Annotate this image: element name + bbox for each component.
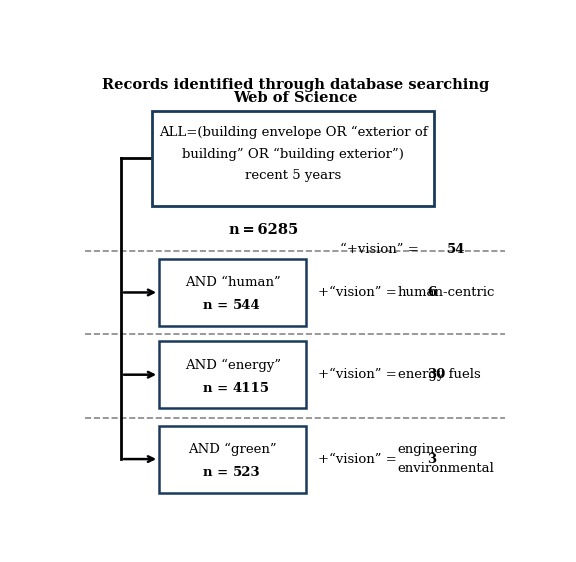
- Text: AND “green”: AND “green”: [188, 443, 277, 456]
- Text: Records identified through database searching: Records identified through database sear…: [101, 78, 489, 92]
- Text: +“vision” =: +“vision” =: [317, 452, 400, 465]
- Bar: [159, 259, 306, 326]
- Text: human-centric: human-centric: [398, 286, 495, 299]
- Text: 30: 30: [427, 368, 445, 381]
- Text: n =: n =: [203, 382, 233, 395]
- Text: Web of Science: Web of Science: [233, 91, 357, 105]
- Text: “+vision” =: “+vision” =: [340, 243, 423, 256]
- Text: n =: n =: [203, 466, 233, 479]
- Text: ALL=(building envelope OR “exterior of: ALL=(building envelope OR “exterior of: [158, 126, 427, 139]
- Text: 523: 523: [233, 466, 260, 479]
- Text: AND “energy”: AND “energy”: [185, 359, 281, 371]
- Text: 4115: 4115: [233, 382, 270, 395]
- Text: 3: 3: [427, 452, 436, 465]
- Text: 6: 6: [427, 286, 436, 299]
- Text: environmental: environmental: [398, 462, 495, 475]
- Bar: [159, 425, 306, 493]
- Bar: [152, 111, 434, 206]
- Bar: [159, 341, 306, 408]
- Text: AND “human”: AND “human”: [185, 277, 281, 289]
- Text: engineering: engineering: [398, 443, 478, 456]
- Text: 544: 544: [233, 300, 260, 312]
- Text: energy fuels: energy fuels: [398, 368, 480, 381]
- Text: recent 5 years: recent 5 years: [245, 169, 341, 182]
- Text: n = 6285: n = 6285: [229, 223, 298, 237]
- Text: 54: 54: [447, 243, 465, 256]
- Text: +“vision” =: +“vision” =: [317, 286, 400, 299]
- Text: building” OR “building exterior”): building” OR “building exterior”): [182, 147, 404, 161]
- Text: +“vision” =: +“vision” =: [317, 368, 400, 381]
- Text: n =: n =: [203, 300, 233, 312]
